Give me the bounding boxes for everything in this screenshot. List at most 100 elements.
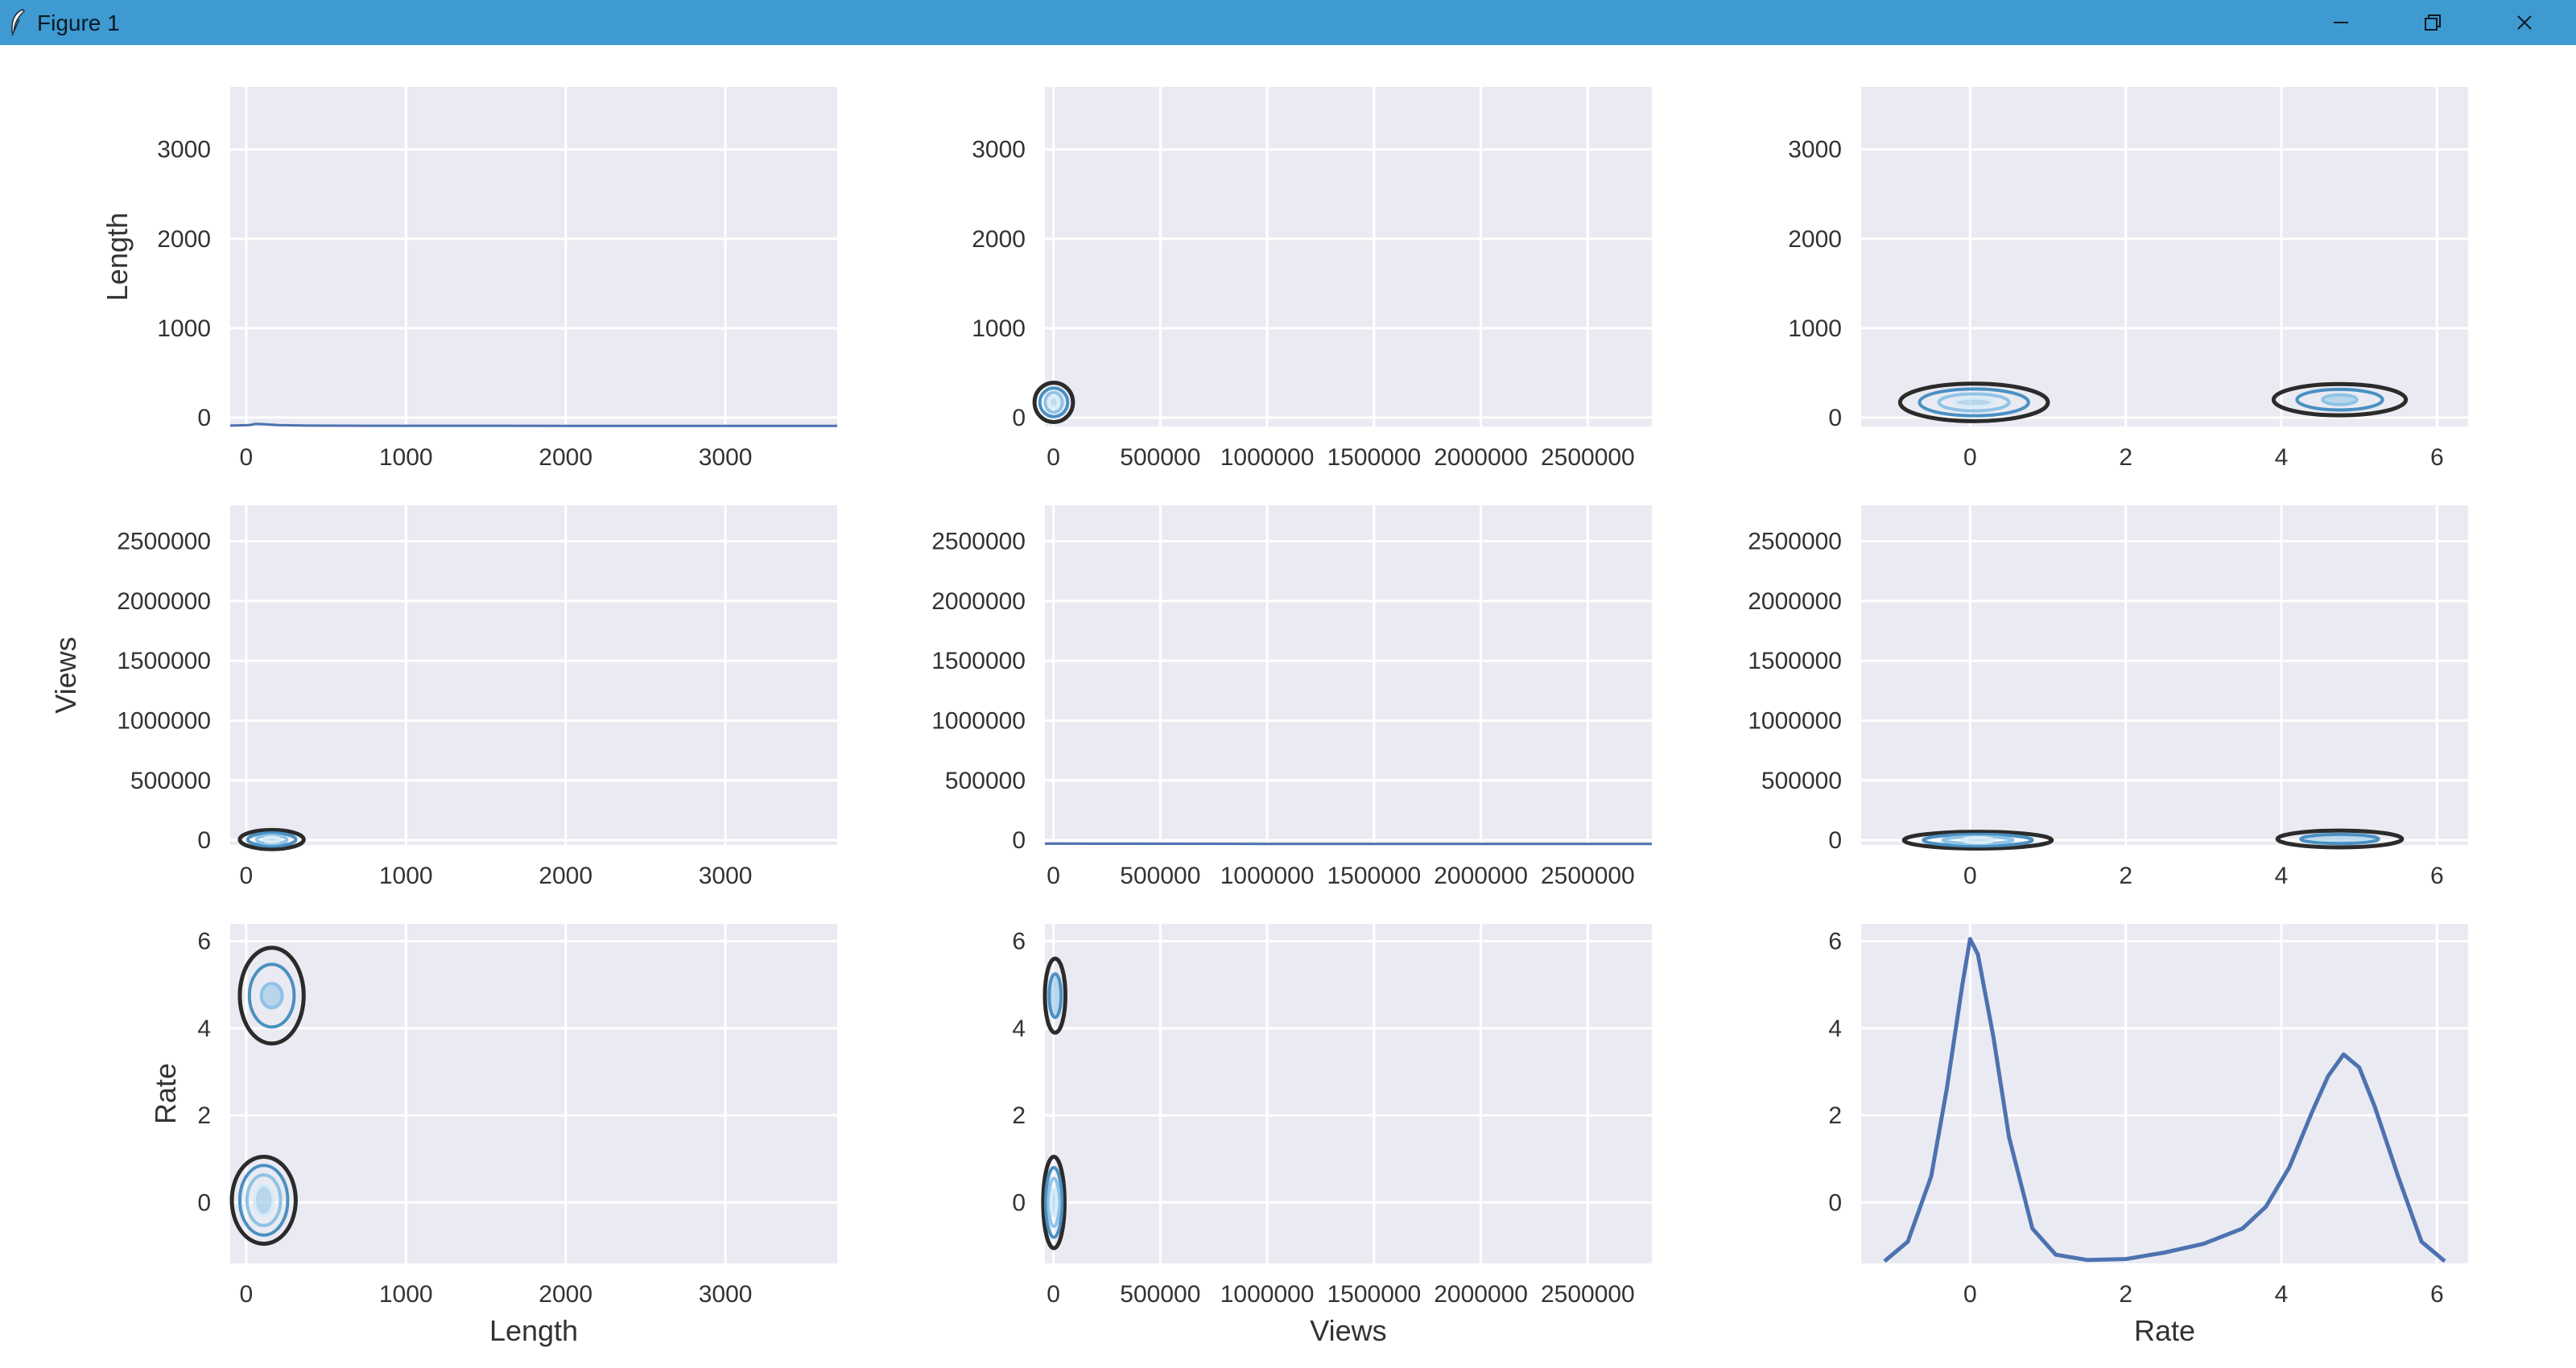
y-tick-label: 1500000 [117, 648, 211, 674]
y-tick-label: 6 [1828, 929, 1842, 955]
x-axis-label-rate: Rate [2134, 1314, 2195, 1347]
y-tick-label: 0 [1828, 1189, 1842, 1216]
y-axis-label-views: Views [49, 637, 82, 713]
y-tick-label: 2000 [1788, 226, 1842, 253]
kde-contour [1046, 1176, 1061, 1229]
window-title: Figure 1 [37, 10, 120, 35]
kde-line-views [1044, 842, 1652, 846]
x-tick-label: 0 [1046, 444, 1060, 471]
y-tick-label: 4 [197, 1016, 211, 1042]
x-tick-label: 0 [1963, 863, 1977, 889]
kde-contour [262, 835, 282, 844]
kde-contour [229, 1154, 298, 1246]
x-tick-label: 3000 [699, 863, 753, 889]
kde-line-rate [1883, 937, 2446, 1263]
kde-contour [237, 946, 306, 1046]
window-titlebar[interactable]: Figure 1 [0, 0, 2576, 45]
x-tick-label: 0 [239, 863, 253, 889]
y-axis-label-length: Length [101, 212, 134, 301]
kde-contour [1897, 381, 2050, 423]
close-button[interactable] [2479, 0, 2570, 45]
kde-contour [1937, 392, 2011, 413]
y-tick-label: 1000000 [1748, 707, 1842, 734]
x-tick-label: 2000 [539, 863, 592, 889]
figure-canvas: 0 1000 2000 3000 0 1000 2000 3000 0 500000 1000000… [0, 45, 2576, 1368]
x-tick-label: 2500000 [1541, 863, 1635, 889]
y-tick-label: 0 [1012, 1189, 1026, 1216]
x-tick-label: 2 [2119, 863, 2132, 889]
kde-contour [1918, 387, 2030, 418]
kde-contour [1042, 956, 1067, 1035]
kde-contour [1953, 396, 1996, 409]
x-tick-label: 500000 [1120, 444, 1200, 471]
kde-contour [1043, 390, 1064, 414]
y-tick-label: 2000000 [1748, 588, 1842, 615]
y-tick-label: 1000 [972, 315, 1026, 342]
panel-background [230, 87, 837, 426]
y-tick-label: 0 [197, 827, 211, 854]
x-tick-label: 3000 [699, 444, 753, 471]
x-tick-label: 0 [239, 1281, 253, 1308]
x-tick-label: 1500000 [1327, 444, 1421, 471]
panel-background [1861, 924, 2468, 1263]
y-tick-label: 0 [197, 1189, 211, 1216]
x-tick-label: 2000000 [1434, 444, 1528, 471]
x-tick-label: 0 [1046, 863, 1060, 889]
y-tick-label: 0 [1828, 827, 1842, 854]
x-tick-label: 2 [2119, 444, 2132, 471]
y-tick-label: 4 [1828, 1016, 1842, 1042]
x-tick-label: 3000 [699, 1281, 753, 1308]
y-tick-label: 500000 [945, 768, 1026, 794]
kde-contour [1901, 830, 2054, 851]
y-tick-label: 2000 [972, 226, 1026, 253]
x-axis-label-length: Length [489, 1314, 578, 1347]
x-tick-label: 2500000 [1541, 444, 1635, 471]
y-tick-label: 2 [1828, 1102, 1842, 1129]
y-axis-label-rate: Rate [149, 1063, 182, 1124]
y-tick-label: 4 [1012, 1016, 1026, 1042]
y-tick-label: 1000 [157, 315, 211, 342]
y-tick-label: 6 [197, 929, 211, 955]
kde-contour [2321, 393, 2359, 406]
x-tick-label: 2 [2119, 1281, 2132, 1308]
y-tick-label: 1500000 [931, 648, 1026, 674]
x-tick-label: 1500000 [1327, 863, 1421, 889]
x-tick-label: 0 [1963, 1281, 1977, 1308]
x-tick-label: 6 [2430, 1281, 2444, 1308]
minimize-button[interactable] [2296, 0, 2386, 45]
y-tick-label: 0 [1012, 827, 1026, 854]
x-tick-label: 1000000 [1220, 444, 1315, 471]
x-tick-label: 0 [1046, 1281, 1060, 1308]
panel-background [1045, 87, 1652, 426]
x-tick-label: 1000 [379, 863, 433, 889]
y-tick-label: 2 [1012, 1102, 1026, 1129]
kde-contour [2295, 387, 2384, 412]
x-tick-label: 4 [2275, 444, 2289, 471]
y-tick-label: 3000 [972, 137, 1026, 163]
kde-contour [247, 962, 296, 1029]
y-tick-label: 500000 [130, 768, 211, 794]
kde-contour [2275, 828, 2405, 850]
x-axis-label-views: Views [1310, 1314, 1386, 1347]
y-tick-label: 3000 [157, 137, 211, 163]
panel-background [1861, 87, 2468, 426]
maximize-button[interactable] [2388, 0, 2478, 45]
y-tick-label: 3000 [1788, 137, 1842, 163]
kde-contour [1047, 395, 1060, 410]
x-tick-label: 4 [2275, 1281, 2289, 1308]
kde-contour [246, 831, 298, 848]
kde-contour [245, 1173, 283, 1227]
x-tick-label: 0 [1963, 444, 1977, 471]
y-tick-label: 6 [1012, 929, 1026, 955]
panel-background [1045, 924, 1652, 1263]
kde-contour [2271, 381, 2409, 418]
restore-icon [2425, 14, 2441, 31]
x-tick-label: 0 [239, 444, 253, 471]
x-tick-label: 1000000 [1220, 863, 1315, 889]
kde-contour [1038, 386, 1070, 418]
kde-contour [1922, 832, 2034, 848]
x-tick-label: 1000 [379, 444, 433, 471]
x-tick-label: 500000 [1120, 1281, 1200, 1308]
kde-contour [237, 827, 306, 851]
